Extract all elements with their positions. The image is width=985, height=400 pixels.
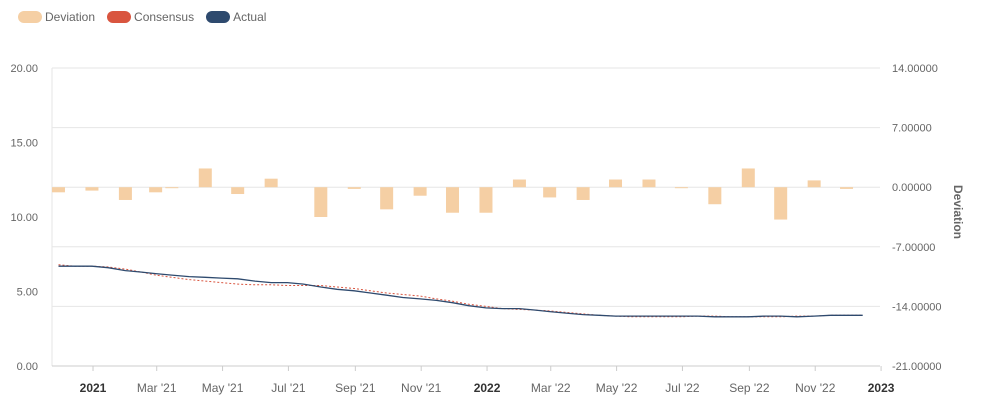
deviation-bar xyxy=(708,187,722,205)
deviation-bar xyxy=(512,179,526,188)
actual-line xyxy=(58,265,863,318)
deviation-bar xyxy=(576,187,590,200)
x-tick-label: Jul '21 xyxy=(271,381,306,395)
deviation-bar xyxy=(479,187,493,213)
x-tick-label: 2022 xyxy=(474,381,501,395)
deviation-bar xyxy=(264,178,278,188)
legend-item-deviation[interactable]: Deviation xyxy=(18,10,95,24)
legend-label-consensus: Consensus xyxy=(134,10,195,24)
legend-swatch-consensus xyxy=(107,11,132,23)
left-tick-label: 15.00 xyxy=(10,138,38,150)
legend-item-consensus[interactable]: Consensus xyxy=(107,10,194,24)
deviation-bar xyxy=(807,180,821,188)
x-tick-label: Nov '21 xyxy=(401,381,442,395)
legend-label-deviation: Deviation xyxy=(45,10,96,24)
deviation-bar xyxy=(347,187,361,189)
x-tick-label: 2021 xyxy=(80,381,107,395)
legend-swatch-deviation xyxy=(18,11,42,23)
deviation-bar xyxy=(543,187,557,198)
legend: Deviation Consensus Actual xyxy=(18,10,266,24)
x-tick-label: Sep '22 xyxy=(729,381,770,395)
legend-swatch-actual xyxy=(206,11,231,23)
line-series xyxy=(58,264,863,318)
deviation-bar xyxy=(51,187,65,193)
deviation-bar xyxy=(314,187,328,217)
deviation-bar xyxy=(149,187,163,193)
deviation-bar xyxy=(642,179,656,188)
grid-lines xyxy=(51,67,880,367)
x-tick-label: May '21 xyxy=(202,381,244,395)
deviation-bar xyxy=(85,187,99,191)
deviation-bar xyxy=(674,187,688,189)
legend-item-actual[interactable]: Actual xyxy=(206,10,266,24)
right-tick-label: -21.00000 xyxy=(892,361,942,373)
left-tick-label: 20.00 xyxy=(10,63,38,75)
x-tick-label: Sep '21 xyxy=(335,381,376,395)
deviation-bar xyxy=(741,168,755,188)
left-tick-label: 10.00 xyxy=(10,212,38,224)
deviation-bar xyxy=(198,168,212,188)
deviation-bar xyxy=(380,187,394,210)
deviation-bar xyxy=(413,187,427,196)
deviation-bar xyxy=(840,187,854,189)
right-tick-label: 7.00000 xyxy=(892,123,932,135)
deviation-bar xyxy=(231,187,245,195)
x-tick-label: Mar '22 xyxy=(531,381,571,395)
x-tick-label: 2023 xyxy=(868,381,895,395)
right-axis-title: Deviation xyxy=(951,185,965,239)
x-tick-label: Jul '22 xyxy=(665,381,700,395)
deviation-bar xyxy=(446,187,460,213)
deviation-bars xyxy=(51,168,854,220)
consensus-line xyxy=(58,264,863,318)
x-tick-label: Mar '21 xyxy=(137,381,177,395)
deviation-bar xyxy=(774,187,788,220)
legend-label-actual: Actual xyxy=(233,10,267,24)
axes: 20.00 15.00 10.00 5.00 0.00 14.00000 7.00000 0.… xyxy=(10,63,965,395)
x-tick-label: Nov '22 xyxy=(795,381,836,395)
x-tick-label: May '22 xyxy=(596,381,638,395)
right-tick-label: -14.00000 xyxy=(892,301,942,313)
left-tick-label: 5.00 xyxy=(17,287,38,299)
right-tick-label: 0.00000 xyxy=(892,182,932,194)
left-tick-label: 0.00 xyxy=(17,361,38,373)
right-tick-label: -7.00000 xyxy=(892,242,935,254)
right-tick-label: 14.00000 xyxy=(892,63,938,75)
deviation-bar xyxy=(118,187,132,200)
deviation-bar xyxy=(609,179,623,188)
deviation-bar xyxy=(165,187,179,189)
